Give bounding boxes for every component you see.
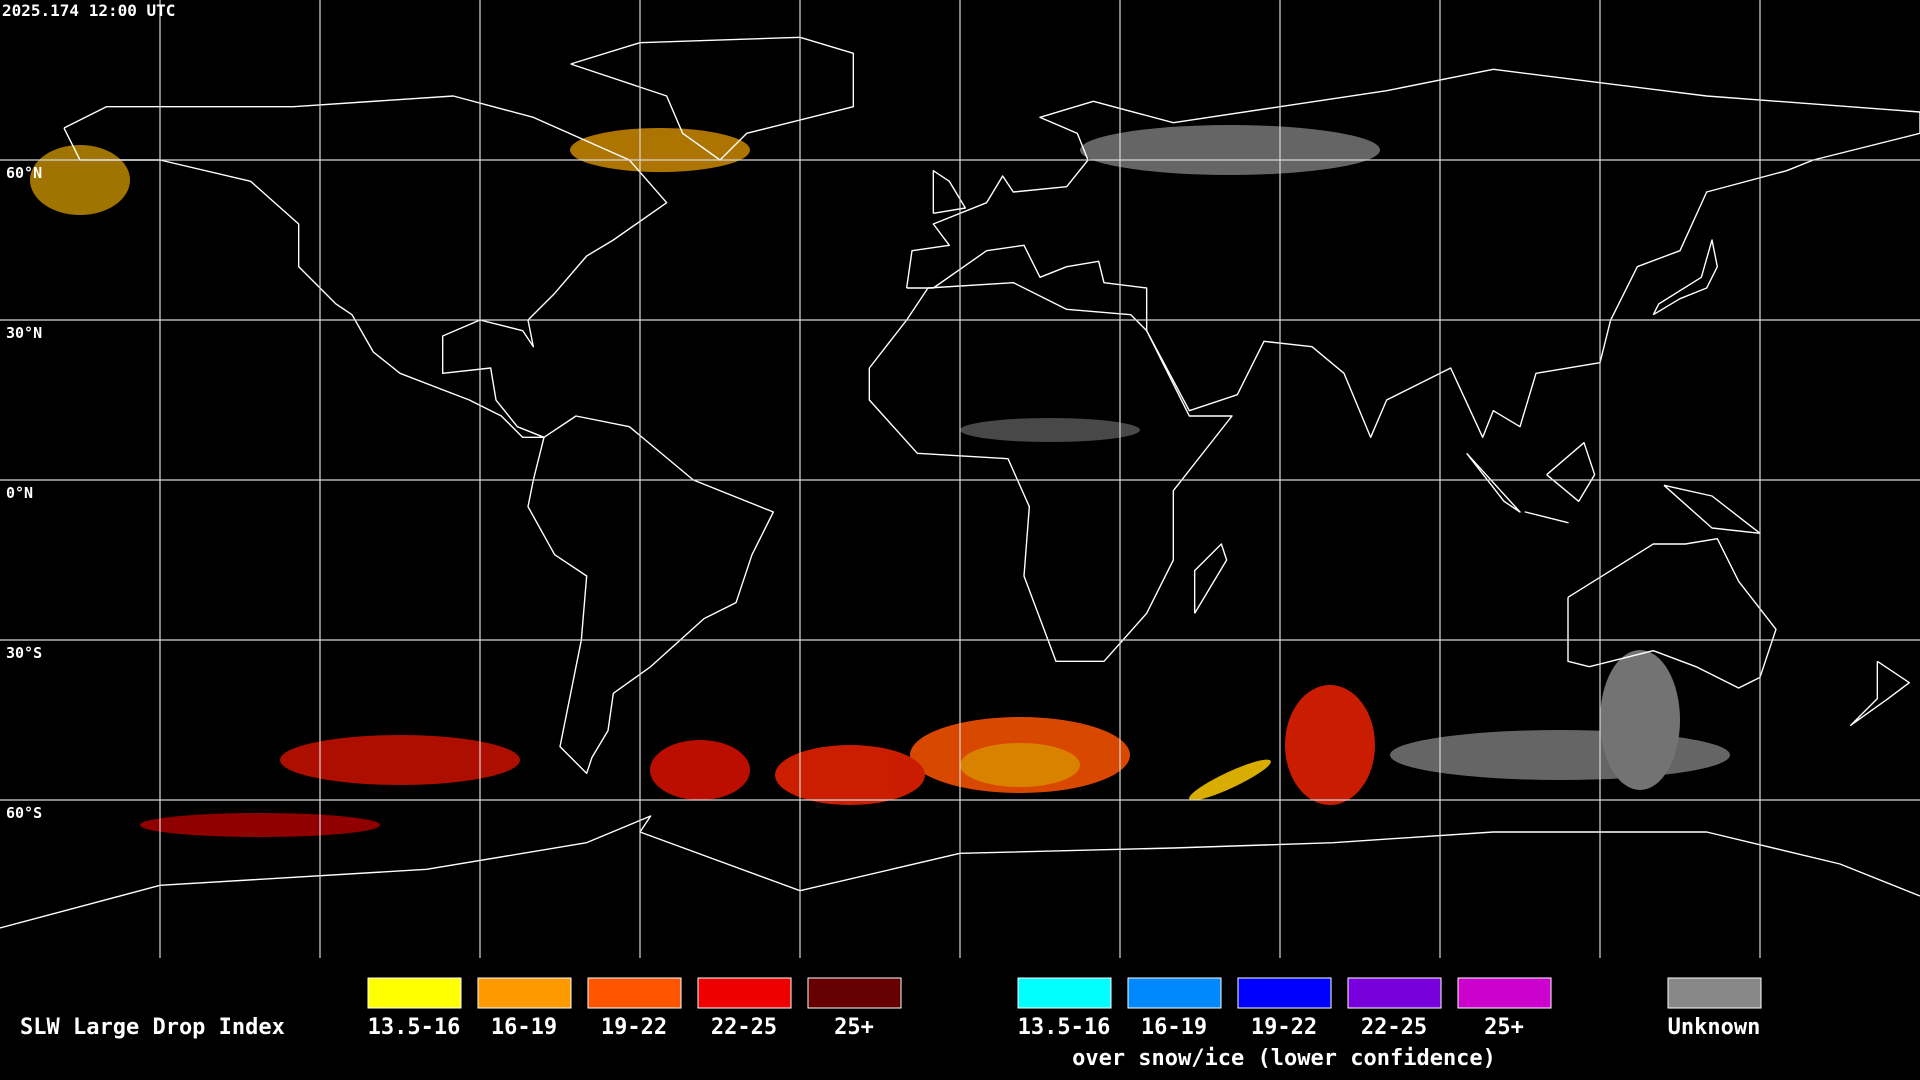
- coastline: [1851, 661, 1910, 725]
- coastline: [1467, 453, 1520, 512]
- legend-background: [0, 958, 1920, 1080]
- graticule: [0, 0, 1920, 958]
- legend-swatch: [1457, 977, 1552, 1009]
- legend-caption: over snow/ice (lower confidence): [1072, 1046, 1496, 1071]
- latitude-label: 0°N: [6, 484, 33, 502]
- legend-label: 22-25: [1361, 1015, 1427, 1040]
- coastline: [0, 816, 1920, 928]
- legend-swatch: [1017, 977, 1112, 1009]
- legend-label: 13.5-16: [368, 1015, 461, 1040]
- cloud-field: [1080, 125, 1380, 175]
- cloud-field: [960, 743, 1080, 787]
- coastline: [1195, 544, 1227, 613]
- legend-label: 25+: [1484, 1015, 1524, 1040]
- legend-label: 19-22: [601, 1015, 667, 1040]
- legend-swatch: [1237, 977, 1332, 1009]
- cloud-field: [570, 128, 750, 172]
- legend-label: 25+: [834, 1015, 874, 1040]
- legend-swatch: [1127, 977, 1222, 1009]
- coastline: [1653, 240, 1717, 315]
- cloud-field: [650, 740, 750, 800]
- latitude-label: 60°S: [6, 804, 42, 822]
- coastline: [907, 69, 1920, 437]
- cloud-field: [140, 813, 380, 837]
- cloud-field: [775, 745, 925, 805]
- coastline: [933, 171, 965, 214]
- timestamp: 2025.174 12:00 UTC: [2, 1, 175, 20]
- legend-swatch: [1347, 977, 1442, 1009]
- cloud-field: [960, 418, 1140, 442]
- legend-swatch: [807, 977, 902, 1009]
- coastlines: [0, 37, 1920, 928]
- latitude-label: 30°S: [6, 644, 42, 662]
- cloud-field: [1600, 650, 1680, 790]
- cloud-field: [30, 145, 130, 215]
- latitude-label: 30°N: [6, 324, 42, 342]
- cloud-field: [280, 735, 520, 785]
- legend-swatch: [477, 977, 572, 1009]
- legend-label: 13.5-16: [1018, 1015, 1111, 1040]
- legend-label: 16-19: [1141, 1015, 1207, 1040]
- legend-swatch: [697, 977, 792, 1009]
- legend-swatch: [1667, 977, 1762, 1009]
- cloud-field: [1285, 685, 1375, 805]
- legend-label: 22-25: [711, 1015, 777, 1040]
- legend-swatch: [367, 977, 462, 1009]
- coastline: [528, 416, 773, 773]
- latitude-label: 60°N: [6, 164, 42, 182]
- legend-label: 19-22: [1251, 1015, 1317, 1040]
- legend-label: Unknown: [1668, 1015, 1761, 1040]
- cloud-field: [1189, 759, 1271, 801]
- coastline: [1547, 443, 1595, 502]
- legend-label: 16-19: [491, 1015, 557, 1040]
- legend-swatch: [587, 977, 682, 1009]
- legend-title: SLW Large Drop Index: [20, 1015, 285, 1040]
- cloud-field: [1390, 730, 1730, 780]
- coastline: [64, 96, 667, 437]
- coastline: [1525, 512, 1568, 523]
- coastline: [869, 283, 1232, 662]
